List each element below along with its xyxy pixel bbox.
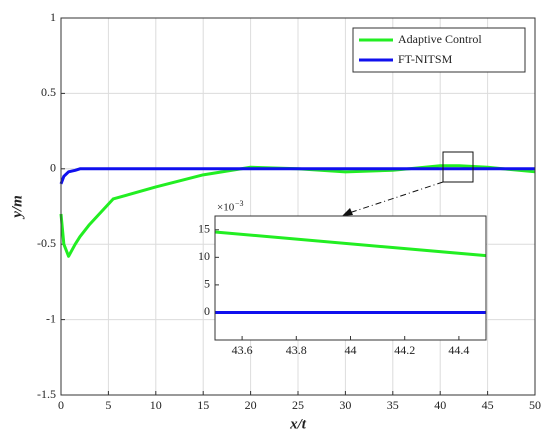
y-tick-label: 0 — [204, 304, 210, 318]
x-tick-label: 44.4 — [448, 343, 469, 357]
x-tick-label: 50 — [529, 398, 541, 412]
y-multiplier-exponent: −3 — [235, 199, 244, 208]
legend-box — [352, 27, 526, 73]
y-tick-label: 1 — [50, 10, 56, 24]
y-multiplier-base: ×10 — [217, 202, 235, 214]
plot-frame — [214, 215, 487, 341]
x-tick-label: 25 — [292, 398, 304, 412]
x-tick-label: 40 — [434, 398, 446, 412]
x-tick-label: 0 — [58, 398, 64, 412]
x-tick-label: 15 — [197, 398, 209, 412]
zoom-arrow — [345, 181, 444, 215]
x-axis-label: x/t — [289, 416, 307, 432]
x-tick-label: 20 — [245, 398, 257, 412]
zoom-box — [442, 151, 474, 183]
series-line — [59, 167, 535, 185]
series-line — [214, 230, 487, 258]
y-tick-label: 0 — [50, 161, 56, 175]
y-tick-label: 5 — [204, 277, 210, 291]
x-tick-label: 45 — [482, 398, 494, 412]
x-tick-label: 43.6 — [232, 343, 253, 357]
x-tick-label: 5 — [105, 398, 111, 412]
x-tick-label: 35 — [387, 398, 399, 412]
plot-frame — [60, 17, 536, 396]
x-tick-label: 44.2 — [394, 343, 415, 357]
y-tick-label: 15 — [198, 222, 210, 236]
series-line — [59, 164, 536, 258]
y-tick-label: -0.5 — [37, 236, 56, 250]
y-tick-label: 10 — [198, 249, 210, 263]
x-tick-label: 10 — [150, 398, 162, 412]
legend-label: Adaptive Control — [398, 32, 482, 46]
zoom-arrowhead — [342, 208, 353, 216]
y-tick-label: -1.5 — [37, 387, 56, 401]
y-tick-label: -1 — [46, 311, 56, 325]
x-tick-label: 43.8 — [286, 343, 307, 357]
y-tick-label: 0.5 — [41, 85, 56, 99]
legend-label: FT-NITSM — [398, 52, 453, 66]
y-axis-label: y/m — [9, 195, 25, 220]
x-tick-label: 44 — [345, 343, 357, 357]
x-tick-label: 30 — [339, 398, 351, 412]
